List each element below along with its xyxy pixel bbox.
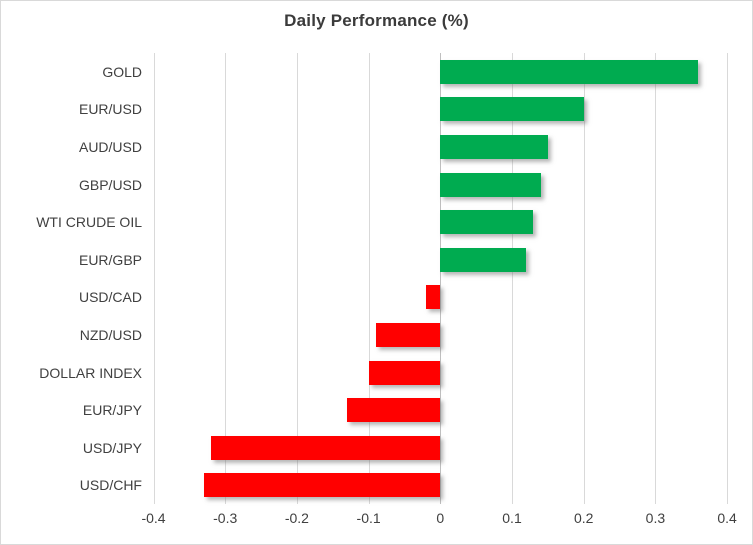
x-tick-label: -0.2 (284, 510, 309, 526)
bar-usd-cad (426, 285, 441, 310)
zero-axis-line (440, 53, 442, 504)
category-label: USD/CHF (79, 477, 142, 494)
bar-usd-chf (203, 473, 441, 498)
x-tick-label: -0.1 (356, 510, 381, 526)
category-label: EUR/USD (78, 101, 142, 118)
category-label: EUR/GBP (78, 251, 142, 268)
gridline (153, 53, 155, 504)
x-tick-label: -0.4 (141, 510, 166, 526)
x-tick-label: -0.3 (213, 510, 238, 526)
bar-eur-gbp (440, 247, 527, 272)
category-label: AUD/USD (78, 139, 142, 155)
x-tick-label: 0 (436, 510, 445, 526)
gridline (583, 53, 585, 504)
category-axis: GOLD EUR/USD AUD/USD GBP/USD WTI CRUDE OIL EU… (1, 53, 142, 504)
category-label: USD/CAD (78, 289, 142, 306)
x-tick-label: 0.1 (502, 510, 522, 526)
bar-nzd-usd (375, 322, 441, 347)
gridline (512, 53, 513, 504)
plot-area (149, 53, 746, 504)
value-axis: -0.4 -0.3 -0.2 -0.1 0 0.1 0.2 0.3 0.4 (1, 510, 752, 534)
category-label: GOLD (102, 63, 142, 80)
bar-gold (440, 59, 699, 84)
bar-wti-crude-oil (440, 210, 534, 235)
category-label: DOLLAR INDEX (39, 364, 142, 381)
category-label: GBP/USD (78, 176, 142, 193)
category-label: USD/JPY (82, 439, 142, 456)
gridline (225, 53, 227, 504)
chart-title: Daily Performance (%) (284, 11, 469, 30)
x-tick-label: 0.4 (717, 510, 737, 526)
x-tick-label: 0.3 (645, 510, 666, 526)
bar-gbp-usd (440, 172, 541, 197)
gridline (296, 53, 298, 504)
bar-aud-usd (440, 135, 548, 159)
gridline (368, 53, 370, 504)
x-tick-label: 0.2 (573, 510, 594, 526)
bar-eur-jpy (347, 398, 441, 422)
category-label: WTI CRUDE OIL (36, 214, 142, 231)
gridline (655, 53, 657, 504)
gridline (727, 53, 729, 504)
bar-usd-jpy (210, 435, 441, 460)
bar-eur-usd (440, 97, 584, 122)
category-label: EUR/JPY (82, 402, 142, 418)
bar-dollar-index (368, 360, 441, 385)
category-label: NZD/USD (79, 326, 142, 343)
